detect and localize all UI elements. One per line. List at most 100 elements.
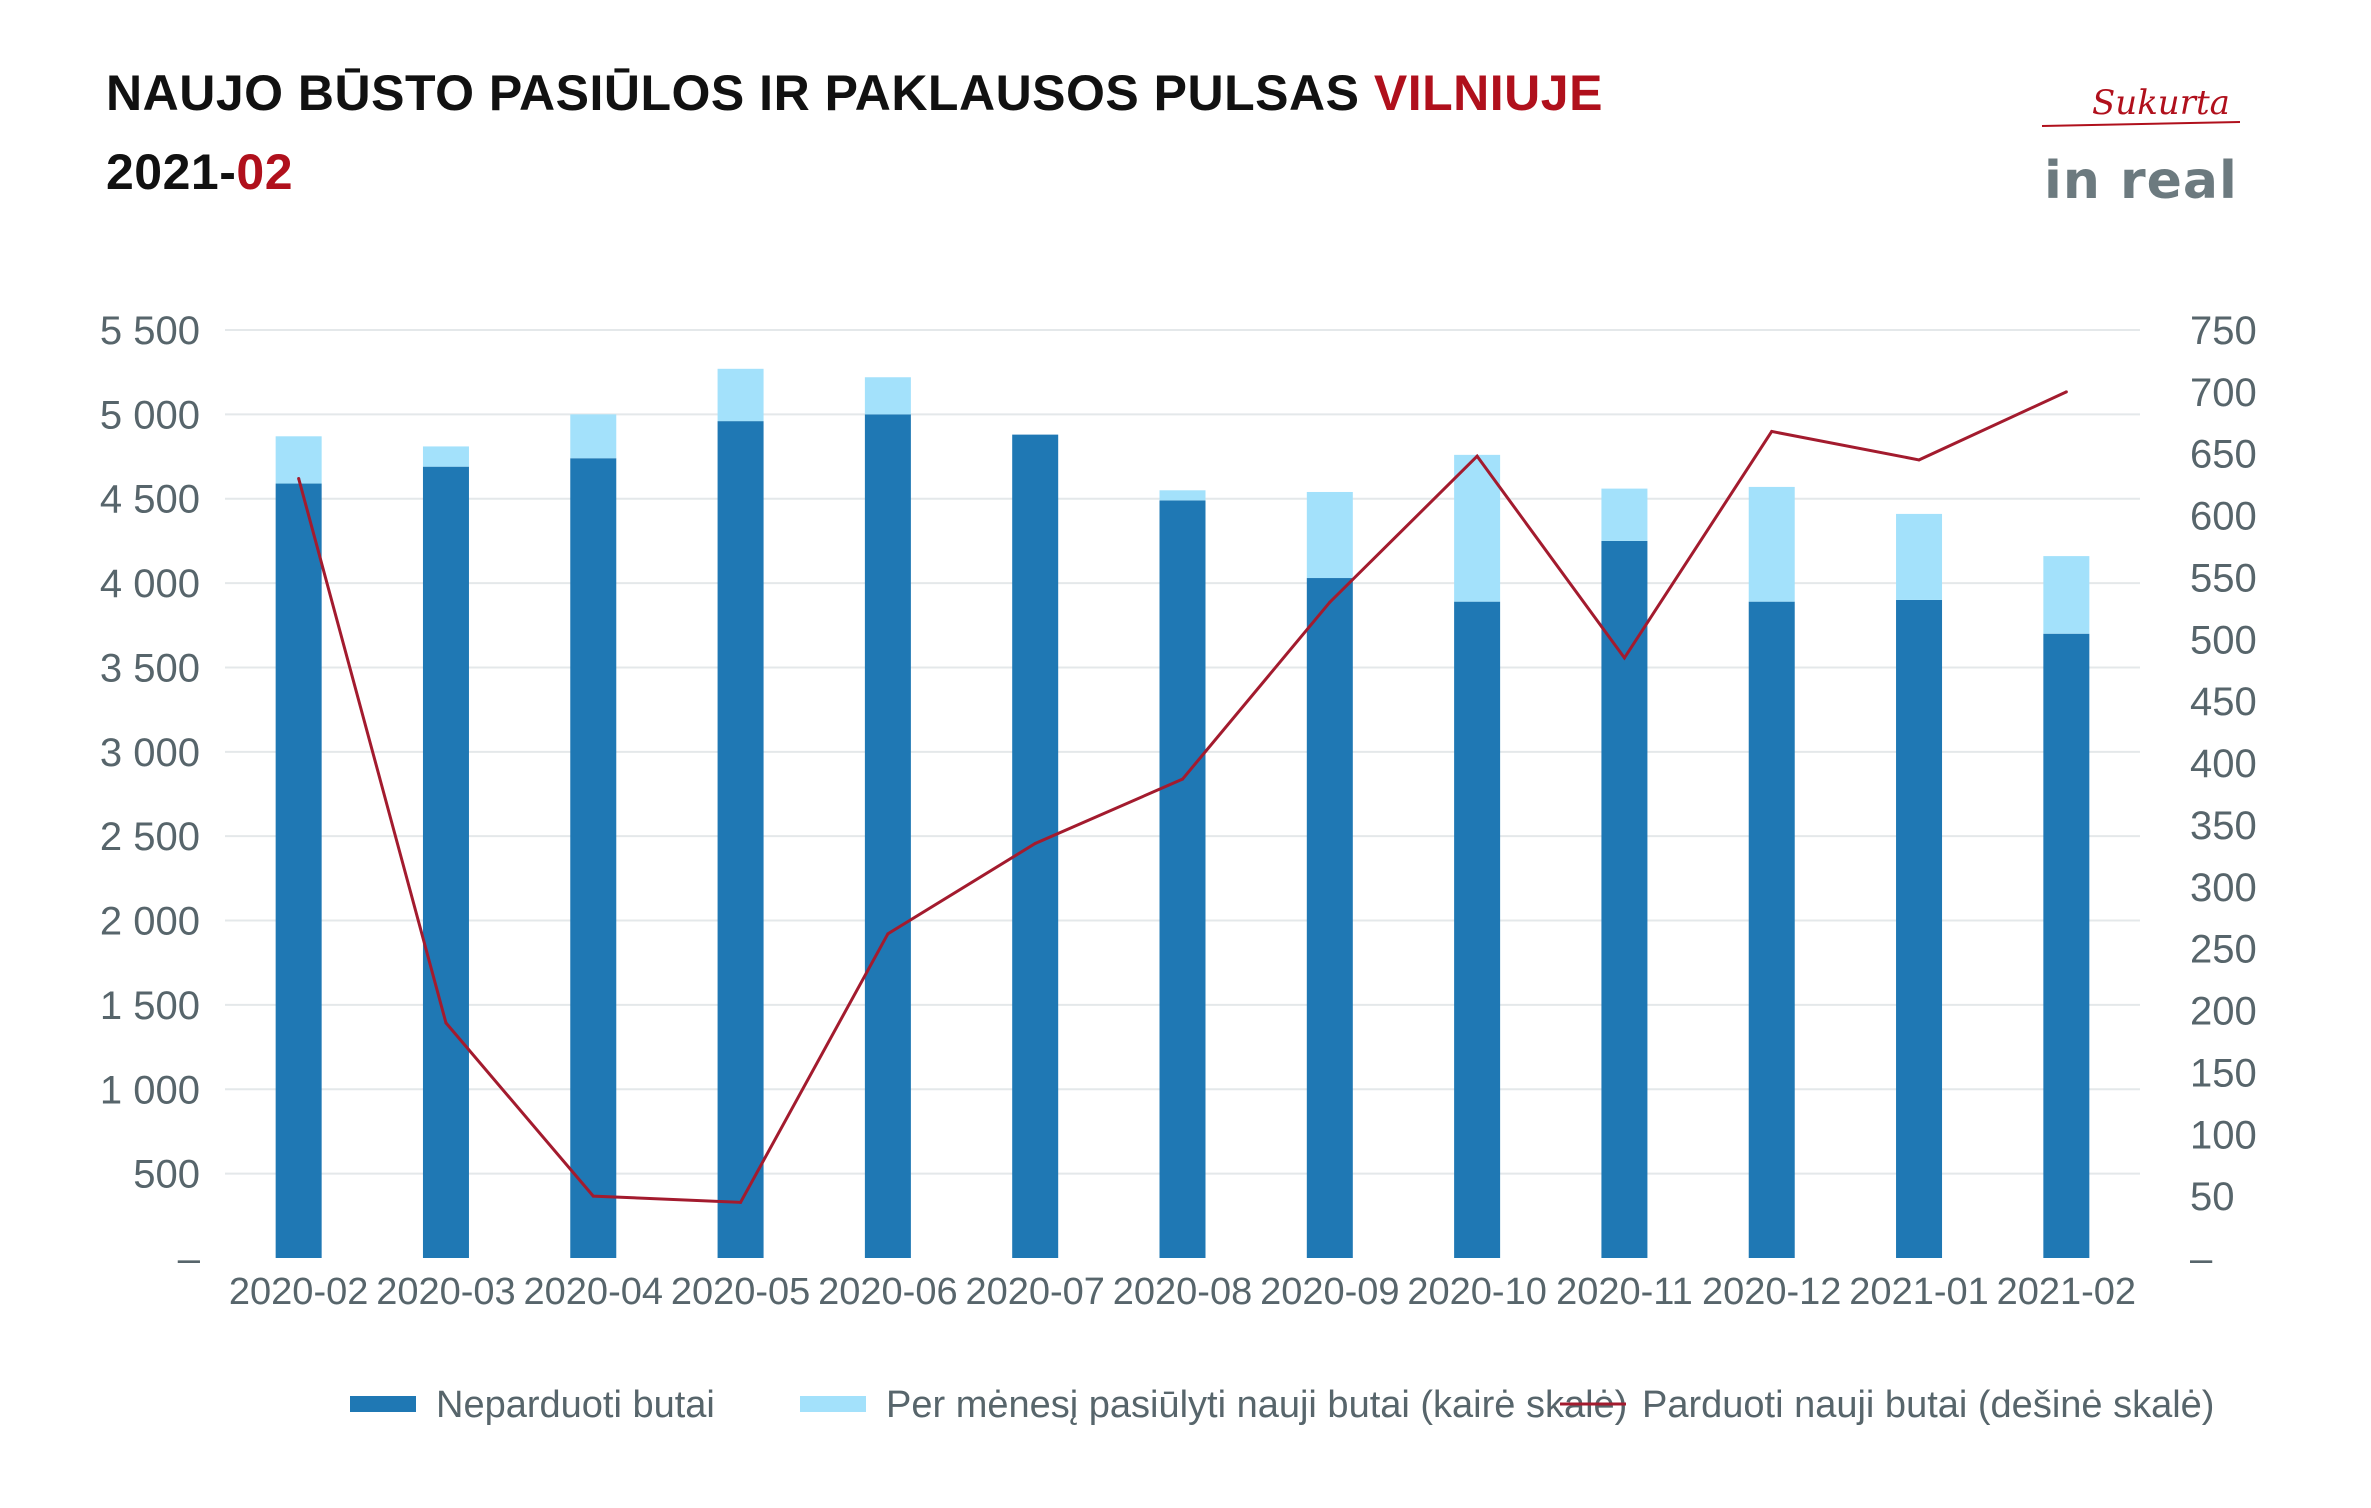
logo-underline [2041,121,2241,127]
bar-new-offered [570,414,617,459]
logo-script-text: Sukurta [2092,83,2230,123]
right-tick-label: 700 [2190,371,2257,415]
x-tick-label: 2020-05 [671,1271,810,1313]
bar-new-offered [1601,488,1648,541]
bar-new-offered [2043,556,2090,634]
bar-unsold [275,483,322,1258]
right-tick-label: 200 [2190,990,2257,1034]
bar-unsold [1012,434,1059,1258]
legend-swatch-new-offered [800,1396,866,1412]
x-tick-label: 2020-07 [965,1271,1104,1313]
sales-point [1622,656,1626,660]
left-tick-label: 1 500 [100,984,200,1028]
left-tick-label: 500 [133,1153,200,1197]
legend-label-sold: Parduoti nauji butai (dešinė skalė) [1642,1384,2214,1426]
sales-point [1770,429,1774,433]
sales-point [591,1194,595,1198]
sales-point [1033,841,1037,845]
x-tick-label: 2020-04 [524,1271,663,1313]
sales-point [444,1021,448,1025]
left-tick-label: 2 500 [100,815,200,859]
right-axis-ticks: – 50 100 150 200 250 300 350 400 450 500 550 600 650 7… [2190,309,2257,1281]
x-tick-label: 2020-08 [1113,1271,1252,1313]
sales-point [1328,600,1332,604]
left-tick-label: – [178,1237,201,1281]
right-tick-label: 300 [2190,866,2257,910]
x-tick-label: 2020-03 [376,1271,515,1313]
right-tick-label: 500 [2190,618,2257,662]
x-tick-label: 2020-09 [1260,1271,1399,1313]
right-tick-label: 400 [2190,742,2257,786]
bar-unsold [1748,601,1795,1258]
right-tick-label: 350 [2190,804,2257,848]
bar-unsold [864,414,911,1258]
inreal-logo: Sukurta in real [2041,83,2241,208]
bar-new-offered [422,446,469,467]
left-tick-label: 1 000 [100,1068,200,1112]
x-tick-label: 2020-11 [1556,1271,1693,1313]
legend-label-new-offered: Per mėnesį pasiūlyti nauji butai (kairė … [886,1384,1627,1426]
left-tick-label: 4 000 [100,562,200,606]
sales-point [297,476,301,480]
right-tick-label: 650 [2190,433,2257,477]
bar-unsold [1159,500,1206,1258]
right-tick-label: 150 [2190,1051,2257,1095]
sales-point [739,1200,743,1204]
left-axis-ticks: – 500 1 000 1 500 2 000 2 500 3 000 3 500 4 000 4… [100,309,201,1281]
chart-subtitle: 2021-02 [106,143,293,201]
bar-unsold [2043,633,2090,1258]
x-tick-label: 2021-02 [1997,1271,2136,1313]
sales-point [1917,458,1921,462]
bar-unsold [1896,599,1943,1258]
title-main-text: NAUJO BŪSTO PASIŪLOS IR PAKLAUSOS PULSAS [106,65,1374,121]
legend-label-unsold: Neparduoti butai [436,1384,715,1426]
bar-new-offered [864,377,911,415]
left-tick-label: 5 500 [100,309,200,353]
right-tick-label: – [2190,1237,2213,1281]
bar-new-offered [275,436,322,484]
right-tick-label: 50 [2190,1175,2235,1219]
title-city-text: VILNIUJE [1373,65,1603,121]
subtitle-year-text: 2021- [106,144,237,200]
right-tick-label: 600 [2190,495,2257,539]
sales-point [886,932,890,936]
bar-new-offered [1306,491,1353,579]
x-tick-label: 2020-12 [1702,1271,1841,1313]
bar-unsold [1306,578,1353,1258]
right-tick-label: 550 [2190,556,2257,600]
right-tick-label: 250 [2190,928,2257,972]
sales-line-layer [297,390,2068,1204]
x-tick-label: 2020-06 [818,1271,957,1313]
bars [275,368,2090,1259]
bar-unsold [717,421,764,1258]
legend-swatch-unsold [350,1396,416,1412]
sales-point [1475,454,1479,458]
bar-new-offered [717,368,764,422]
left-tick-label: 2 000 [100,900,200,944]
bar-unsold [1601,540,1648,1258]
chart-title: NAUJO BŪSTO PASIŪLOS IR PAKLAUSOS PULSAS… [106,64,1603,122]
left-tick-label: 3 500 [100,646,200,690]
left-tick-label: 5 000 [100,393,200,437]
logo-brand-text: in real [2044,151,2238,208]
sales-point [1181,777,1184,781]
bar-unsold [570,458,617,1258]
left-tick-label: 4 500 [100,478,200,522]
x-tick-label: 2020-10 [1407,1271,1546,1313]
bar-new-offered [1748,486,1795,602]
bar-unsold [1454,601,1501,1258]
bar-new-offered [1896,513,1943,600]
legend: Neparduoti butai Per mėnesį pasiūlyti nau… [350,1384,2214,1426]
subtitle-month-text: 02 [236,144,294,200]
right-tick-label: 100 [2190,1113,2257,1157]
right-tick-label: 450 [2190,680,2257,724]
x-axis-ticks: 2020-02 2020-03 2020-04 2020-05 2020-06 2020-… [229,1271,2136,1313]
x-tick-label: 2021-01 [1849,1271,1988,1313]
x-tick-label: 2020-02 [229,1271,368,1313]
right-tick-label: 750 [2190,309,2257,353]
left-tick-label: 3 000 [100,731,200,775]
bar-unsold [422,466,469,1259]
sales-point [2064,390,2068,394]
bar-new-offered [1159,490,1206,501]
